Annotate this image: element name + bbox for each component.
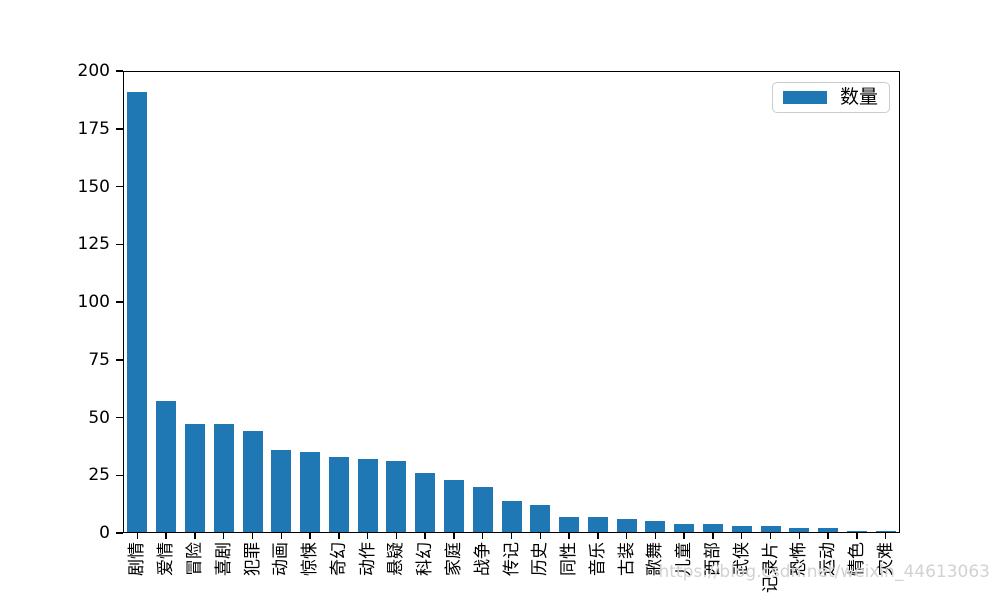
x-tick-label: 剧情 [127,542,148,576]
bar [875,530,896,533]
y-tick-label: 200 [77,61,110,81]
y-tick-mark [116,359,123,361]
y-tick-mark [116,474,123,476]
x-tick-label: 惊悚 [300,542,321,576]
x-tick-mark [395,533,398,539]
bar [674,523,695,533]
bar [213,424,234,533]
x-tick-mark [481,533,484,539]
x-tick-label: 悬疑 [386,542,407,576]
x-tick-mark [424,533,426,539]
bar [127,91,148,533]
y-tick-label: 0 [99,523,110,543]
x-tick-label: 冒险 [184,542,205,576]
x-tick-label: 古装 [616,542,637,576]
bar [760,526,781,533]
x-tick-label: 奇幻 [328,542,349,576]
bar [587,516,608,533]
x-tick-mark [280,533,283,539]
x-tick-mark [510,533,513,539]
y-tick-label: 100 [77,292,110,312]
x-tick-label: 喜剧 [213,542,234,576]
bar [242,431,263,533]
bar [731,526,752,533]
legend-label: 数量 [840,86,879,108]
y-tick-mark [116,185,123,188]
x-tick-mark [539,533,542,539]
x-tick-mark [194,533,196,539]
bar [702,523,723,533]
x-tick-mark [165,533,167,539]
bar [559,516,580,533]
bar [328,456,349,533]
legend: 数量 [772,82,890,113]
x-tick-mark [798,533,801,539]
x-tick-label: 动画 [271,542,292,576]
x-tick-mark [568,533,570,539]
y-tick-label: 75 [88,349,110,370]
x-tick-mark [251,533,254,539]
x-tick-mark [654,533,657,539]
y-tick-label: 175 [77,118,110,139]
y-tick-label: 25 [88,465,110,486]
bar [300,452,321,533]
x-tick-mark [856,533,858,539]
y-tick-label: 125 [77,234,110,255]
x-tick-mark [222,533,225,539]
bar [357,459,378,533]
x-tick-mark [827,533,829,539]
bar [415,472,436,533]
y-tick-mark [116,416,123,419]
y-tick-label: 150 [77,176,110,197]
y-tick-mark [116,70,123,72]
y-tick-mark [116,243,123,245]
x-tick-label: 传记 [501,542,522,576]
x-tick-label: 犯罪 [242,542,263,576]
bar [156,401,177,533]
x-tick-label: 动作 [357,542,378,576]
x-tick-label: 家庭 [443,542,464,576]
x-tick-label: 爱情 [156,542,177,576]
y-tick-mark [116,128,123,130]
watermark: https://blog.csdn.net/weixin_44613063 [658,562,990,582]
bar [443,479,464,533]
x-tick-mark [712,533,714,539]
bar [386,461,407,533]
y-tick-mark [116,532,123,534]
x-tick-label: 历史 [530,542,551,576]
bar [184,424,205,533]
x-tick-label: 战争 [472,542,493,576]
bar [501,500,522,533]
y-tick-mark [116,301,123,303]
x-tick-mark [338,533,340,539]
bar [846,530,867,533]
bar [530,505,551,533]
x-tick-mark [453,533,455,539]
legend-swatch [783,91,827,104]
plot-area-border [123,71,900,533]
bar [818,528,839,533]
x-tick-label: 同性 [559,542,580,576]
x-tick-mark [625,533,628,539]
x-tick-mark [136,533,139,539]
x-tick-label: 音乐 [587,542,608,576]
x-tick-mark [309,533,311,539]
bar [645,521,666,533]
bar [616,519,637,533]
x-tick-mark [884,533,887,539]
x-tick-mark [597,533,599,539]
bar [271,449,292,533]
x-tick-label: 科幻 [415,542,436,576]
bar [472,486,493,533]
x-tick-mark [740,533,743,539]
bar [789,528,810,533]
y-tick-label: 50 [88,407,110,428]
x-tick-mark [366,533,369,539]
x-tick-mark [769,533,772,539]
x-tick-mark [683,533,685,539]
